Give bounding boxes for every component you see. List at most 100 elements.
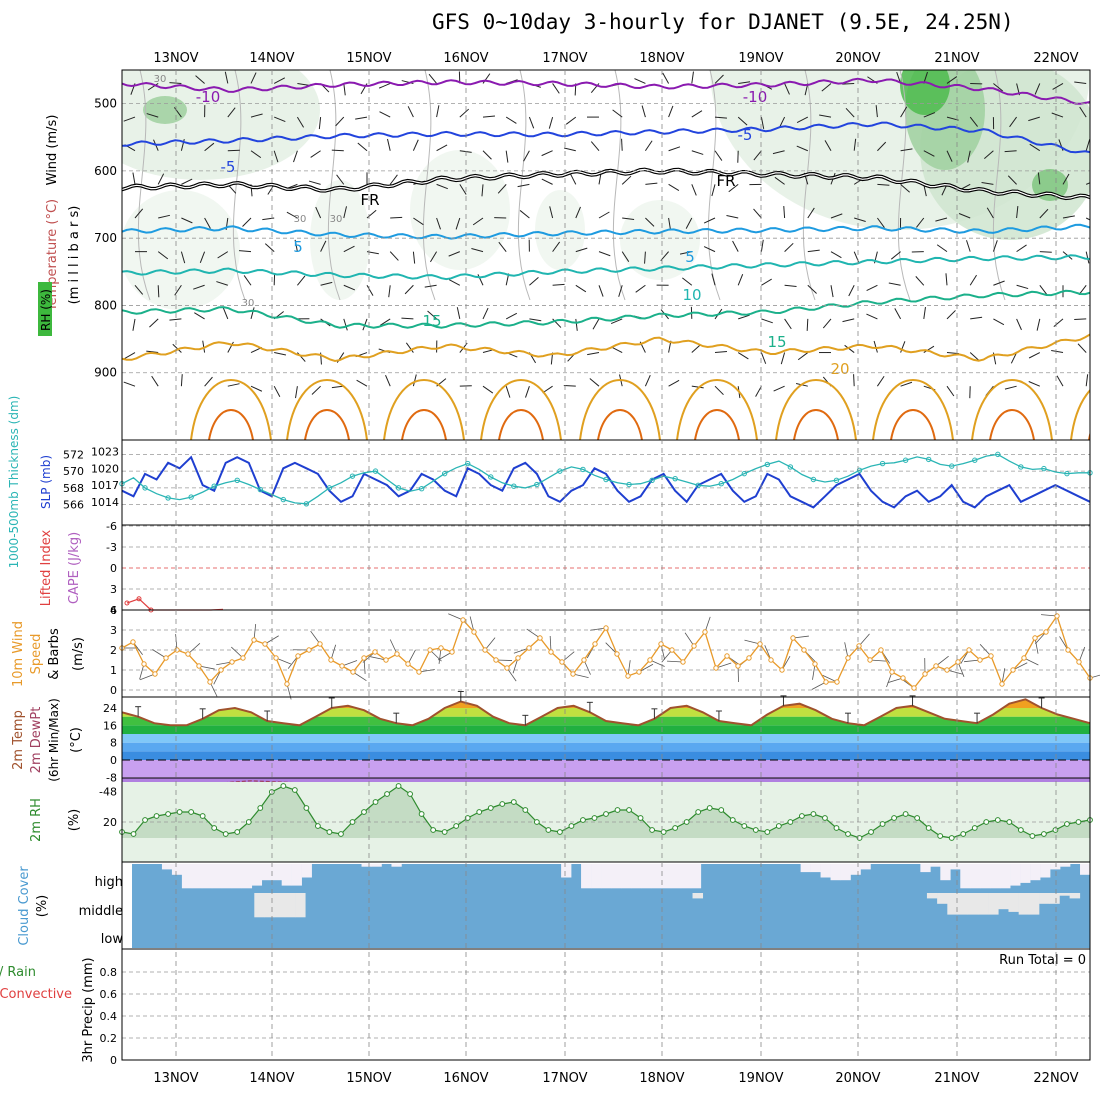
wind-barb bbox=[519, 210, 530, 219]
wind-barb bbox=[296, 116, 305, 128]
lifted-index-line bbox=[126, 598, 224, 611]
rh-area bbox=[122, 786, 1090, 838]
day-label-top: 22NOV bbox=[1033, 51, 1078, 66]
wind-speed-point bbox=[757, 641, 763, 647]
wind-speed-point bbox=[669, 647, 675, 653]
rh-point bbox=[683, 819, 690, 825]
wind-barb bbox=[946, 150, 953, 162]
wind-barb bbox=[497, 184, 507, 194]
temp-contour-25 bbox=[694, 409, 740, 440]
wind-barb bbox=[894, 308, 902, 320]
wind-barb bbox=[505, 150, 509, 163]
rh-contour bbox=[802, 70, 816, 301]
wind-barb bbox=[563, 147, 576, 152]
wind-speed-point bbox=[1010, 667, 1016, 673]
wind-barb bbox=[1028, 381, 1040, 387]
cloud-cell bbox=[640, 864, 652, 889]
temp-tick: -8 bbox=[106, 771, 117, 784]
wind-speed-point bbox=[504, 665, 510, 671]
rh-tick: 20 bbox=[103, 816, 117, 829]
wind-barb bbox=[482, 385, 494, 394]
thickness-point bbox=[972, 457, 978, 463]
rh-point bbox=[637, 815, 644, 821]
wind-speed-point bbox=[438, 645, 444, 651]
temp-contour-20 bbox=[190, 379, 272, 440]
ylabel-cloud-pct: (%) bbox=[35, 895, 50, 918]
wind-barb bbox=[1077, 343, 1087, 353]
wind-barb bbox=[525, 386, 530, 398]
temp-contour-25 bbox=[890, 409, 936, 440]
y-tick-label: 600 bbox=[94, 164, 117, 178]
precip-tick: 0.8 bbox=[100, 966, 118, 979]
ylabel-convective: Convective bbox=[0, 987, 72, 1002]
wind-barb bbox=[459, 108, 470, 118]
wind-speed-point bbox=[559, 659, 565, 665]
wind-barb bbox=[1085, 251, 1090, 264]
wind-barb bbox=[923, 150, 935, 157]
wind-barb bbox=[123, 116, 136, 122]
wind-barb bbox=[157, 251, 169, 260]
wind-barb bbox=[848, 285, 855, 297]
thickness-tick: 570 bbox=[63, 465, 84, 478]
wind-speed-point bbox=[911, 685, 917, 691]
cloud-cell bbox=[181, 864, 193, 889]
wind-barb bbox=[204, 376, 213, 387]
wind-speed-point bbox=[889, 669, 895, 675]
wind-barb bbox=[900, 148, 913, 152]
contour-label: 15 bbox=[767, 333, 786, 351]
wind-barb bbox=[1085, 217, 1090, 221]
wind-barb bbox=[385, 374, 391, 387]
rh-point bbox=[464, 815, 471, 821]
temp-contour-25 bbox=[989, 409, 1035, 440]
thickness-tick: 568 bbox=[63, 482, 84, 495]
y-tick-label: 500 bbox=[94, 97, 117, 111]
rh-point bbox=[891, 815, 897, 821]
day-label-top: 17NOV bbox=[542, 51, 587, 66]
cloud-cell bbox=[291, 864, 302, 886]
wind-barb bbox=[455, 217, 461, 230]
wind-barb bbox=[294, 239, 298, 252]
wind-barb bbox=[158, 214, 171, 219]
wind-barb bbox=[528, 116, 535, 129]
wind-tick: 4 bbox=[110, 604, 117, 617]
wind-barb bbox=[335, 116, 345, 127]
thickness-point bbox=[142, 485, 148, 491]
wind-barb bbox=[621, 138, 623, 151]
wind-speed-point bbox=[383, 657, 389, 663]
wind-barb bbox=[1004, 385, 1017, 390]
day-label-bottom: 22NOV bbox=[1033, 1071, 1078, 1086]
rh-point bbox=[649, 827, 655, 833]
wind-speed-point bbox=[130, 639, 136, 645]
wind-barb bbox=[264, 243, 275, 253]
rh-legend-swatch bbox=[38, 282, 52, 336]
wind-barb bbox=[355, 116, 368, 120]
wind-barb bbox=[760, 116, 765, 129]
wind-speed-point bbox=[350, 669, 356, 675]
wind-barb bbox=[984, 150, 994, 159]
wind-speed-point bbox=[658, 641, 664, 647]
thickness-point bbox=[672, 475, 678, 482]
temp-contour-line bbox=[122, 223, 1090, 240]
temp-contour-20 bbox=[676, 379, 758, 440]
rh-point bbox=[441, 829, 448, 835]
cloud-cell bbox=[1050, 864, 1061, 870]
wind-barb bbox=[635, 284, 646, 293]
panel-frame bbox=[121, 948, 1091, 1061]
day-label-bottom: 17NOV bbox=[542, 1071, 587, 1086]
wind-speed-point bbox=[526, 645, 532, 651]
wind-speed-point bbox=[185, 651, 191, 657]
wind-barb bbox=[783, 205, 786, 219]
cloud-cell bbox=[581, 864, 592, 889]
wind-speed-point bbox=[273, 655, 279, 661]
day-label-top: 19NOV bbox=[738, 51, 783, 66]
rh-point bbox=[626, 807, 632, 813]
lifted-index-point bbox=[124, 600, 130, 606]
wind-barb bbox=[541, 178, 553, 185]
wind-barb bbox=[471, 248, 484, 253]
wind-barb bbox=[645, 182, 658, 185]
temp-contour-25 bbox=[1088, 431, 1090, 440]
wind-speed-point bbox=[735, 663, 741, 669]
wind-barb bbox=[1062, 215, 1075, 219]
wind-barb bbox=[224, 71, 229, 84]
rh-point bbox=[153, 813, 160, 819]
